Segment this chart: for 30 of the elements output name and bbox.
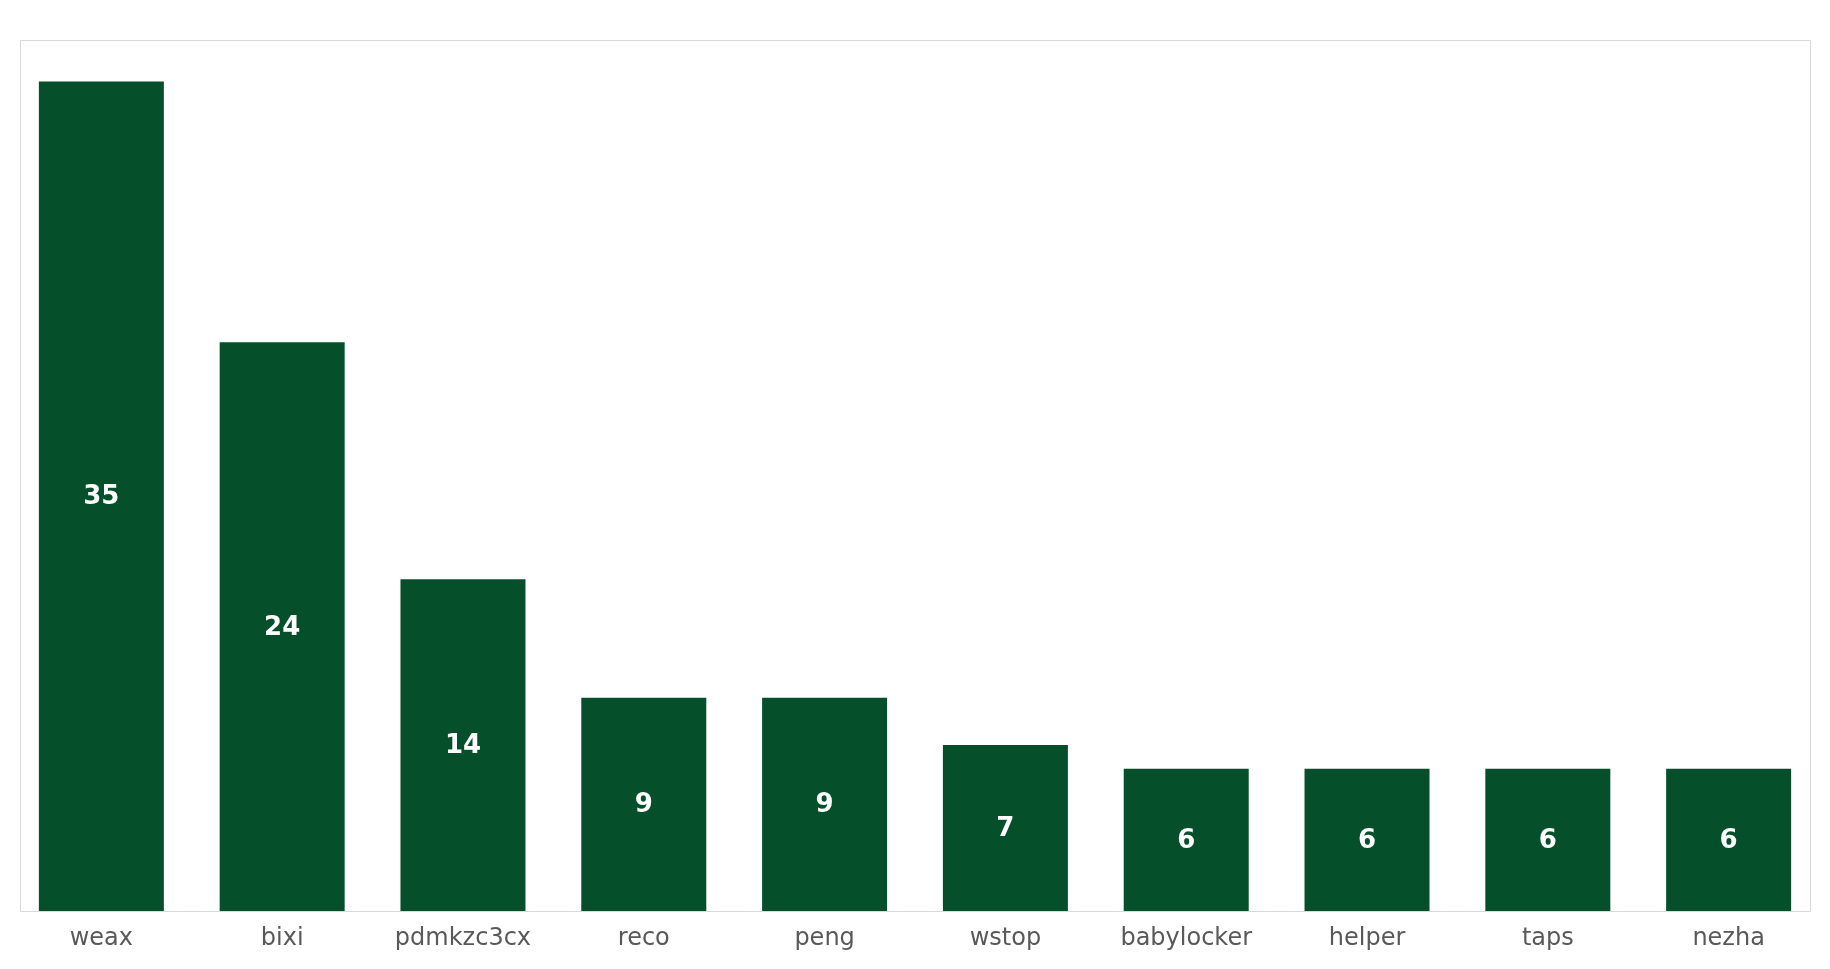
bar	[762, 697, 888, 911]
bar	[581, 697, 707, 911]
bar	[219, 342, 345, 911]
data-label: 9	[815, 788, 834, 819]
bar	[1123, 768, 1249, 911]
x-tick-label: reco	[617, 922, 670, 951]
data-label: 9	[634, 788, 653, 819]
data-label: 6	[1177, 823, 1196, 854]
bar	[400, 579, 526, 911]
bar	[1304, 768, 1430, 911]
data-label: 35	[83, 480, 120, 511]
bar	[1666, 768, 1792, 911]
data-label: 6	[1357, 823, 1377, 854]
x-tick-label: weax	[69, 922, 134, 951]
bar	[942, 745, 1068, 911]
x-tick-label: peng	[794, 922, 855, 951]
x-tick-label: nezha	[1692, 922, 1765, 951]
x-tick-label: taps	[1521, 922, 1574, 951]
data-label: 24	[264, 610, 301, 641]
data-label: 6	[1719, 823, 1738, 854]
x-tick-label: pdmkzc3cx	[394, 922, 532, 951]
bar	[38, 81, 164, 911]
x-tick-label: babylocker	[1120, 922, 1253, 951]
bar	[1485, 768, 1611, 911]
x-tick-label: bixi	[260, 922, 304, 951]
data-label: 6	[1538, 823, 1557, 854]
data-label: 7	[996, 812, 1015, 843]
x-tick-label: helper	[1328, 922, 1406, 951]
data-label: 14	[444, 729, 482, 760]
x-tick-label: wstop	[969, 922, 1042, 951]
